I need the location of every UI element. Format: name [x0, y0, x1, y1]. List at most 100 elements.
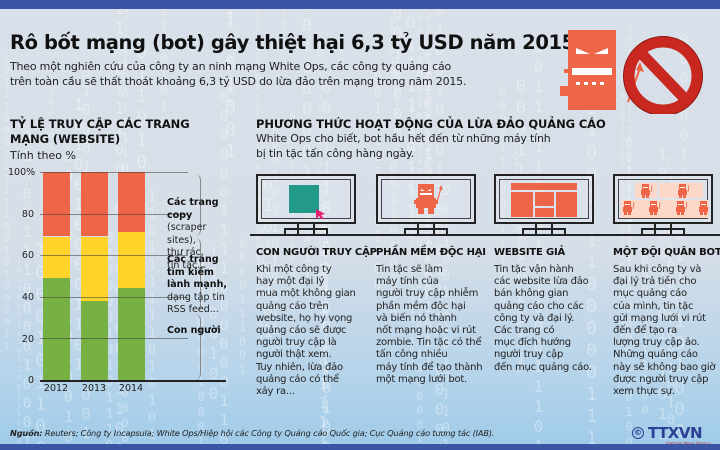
- cursor-on-ad-icon: [289, 185, 325, 219]
- legend-good-bots-title: lành mạnh,: [167, 279, 227, 290]
- xlabel-2012: 2012: [43, 383, 69, 394]
- monitor-screen: [261, 179, 351, 219]
- column-body-human-access: Khi một công ty hay một đại lý mua một khô…: [256, 264, 374, 398]
- bar-segment-bad-bots: [81, 172, 108, 237]
- brand-name: TTXVN: [648, 424, 703, 442]
- fake-website-layout-icon: [511, 183, 577, 217]
- legend-good-bots-title: Các trang: [167, 254, 219, 265]
- column-text-line: công ty và đại lý.: [494, 312, 575, 324]
- monitor-foot: [522, 228, 566, 234]
- bot-army-icon: [621, 183, 709, 218]
- bar-2014: [118, 172, 145, 380]
- ytick-20: 20: [21, 334, 34, 345]
- column-text-line: máy tính để tạo thành: [376, 361, 483, 373]
- legend-text: (scraper sites),: [167, 222, 207, 246]
- monitor-fake-website: [494, 174, 594, 224]
- monitor-human-access: [256, 174, 356, 224]
- column-text-line: Khi một công ty: [256, 264, 332, 275]
- column-text-line: người truy cập nhiễm: [376, 288, 479, 300]
- ttxvn-logo: © TTXVN Vietnam News Agency: [632, 424, 711, 446]
- source-note: Nguồn: Reuters; Công ty Incapsula; White…: [10, 428, 495, 438]
- brand-tagline: Vietnam News Agency: [666, 441, 711, 446]
- bar-segment-good-bots: [81, 236, 108, 301]
- binary-digit-column: 1011100011111100101000011: [1, 53, 12, 353]
- column-text-line: hay một đại lý: [256, 276, 325, 288]
- malware-bot-icon: [414, 184, 443, 214]
- monitor-screen: [618, 179, 708, 219]
- column-text-line: mục quảng cáo: [613, 288, 687, 300]
- legend-bad-bots-title: Các trang copy: [167, 197, 219, 221]
- legend-human-title: Con người: [167, 325, 221, 336]
- bar-2013: [81, 172, 108, 380]
- legend-text: thư rác,: [167, 247, 204, 258]
- column-text-line: Tuy nhiên, lừa đảo: [256, 361, 343, 373]
- column-text-line: của mình, tin tặc: [613, 300, 694, 312]
- gridline-20: [40, 338, 188, 340]
- brace-good-bots: [194, 238, 201, 312]
- xlabel-2013: 2013: [81, 383, 107, 394]
- column-heading-malware: PHẦN MỀM ĐỘC HẠI: [376, 247, 486, 258]
- gridline-40: [40, 296, 188, 298]
- column-text-line: người thật xem.: [256, 349, 332, 361]
- bar-segment-good-bots: [118, 232, 145, 289]
- brace-bad-bots: [194, 174, 201, 236]
- bot-prohibited-icon: [560, 30, 703, 114]
- stacked-bar-chart: [40, 172, 226, 382]
- legend-text: dạng tập tin: [167, 291, 225, 303]
- column-text-line: Sau khi công ty và: [613, 264, 702, 275]
- source-label: Nguồn:: [10, 428, 43, 438]
- bottom-brand-bar: [0, 444, 720, 450]
- x-axis-line: [40, 380, 226, 382]
- column-text-line: quảng cáo cho các: [494, 300, 584, 312]
- gridline-100: [40, 172, 188, 173]
- chart-title: TỶ LỆ TRUY CẬP CÁC TRANG MẠNG (WEBSITE): [10, 117, 190, 146]
- gridline-60: [40, 255, 188, 257]
- legend-bad-bots: Các trang copy (scraper sites), thư rác,…: [167, 197, 237, 272]
- column-body-fake-website: Tin tặc vận hành các website lừa đảo bán k…: [494, 264, 612, 374]
- column-text-line: quảng cáo trên: [256, 300, 329, 312]
- binary-digit-column: 10110101110110011101000: [15, 257, 23, 444]
- column-text-line: quảng cáo có thể: [256, 373, 339, 385]
- monitor-screen: [381, 179, 471, 219]
- bar-segment-bad-bots: [43, 172, 70, 237]
- column-text-line: Tin tặc vận hành: [494, 264, 574, 275]
- column-text-line: nốt mạng hoặc vi rút: [376, 325, 476, 337]
- column-text-line: lượng truy cập ảo.: [613, 337, 700, 349]
- chart-subtitle: Tính theo %: [10, 149, 76, 162]
- lead-paragraph: Theo một nghiên cứu của công ty an ninh …: [10, 59, 480, 89]
- column-text-line: một mạng lưới bot.: [376, 373, 467, 385]
- column-text-line: đến để tạo ra: [613, 325, 678, 337]
- binary-digit-column: 101101110010100011101: [529, 37, 548, 444]
- legend-text: RSS feed...: [167, 304, 219, 315]
- bar-2012: [43, 172, 70, 380]
- column-text-line: Tin tặc sẽ làm: [376, 264, 443, 275]
- column-body-bot-army: Sau khi công ty và đại lý trả tiền cho mục…: [613, 264, 720, 398]
- column-text-line: xảy ra...: [256, 386, 295, 398]
- monitor-shelf-line: [250, 234, 720, 236]
- column-text-line: người truy cập là: [256, 337, 337, 349]
- column-text-line: zombie. Tin tặc có thể: [376, 337, 482, 349]
- monitor-foot: [641, 228, 685, 234]
- legend-human: Con người: [167, 325, 237, 338]
- ytick-40: 40: [21, 292, 34, 303]
- lead-line-2: trên toàn cầu sẽ thất thoát khoảng 6,3 t…: [10, 75, 467, 88]
- ytick-100: 100%: [8, 167, 36, 178]
- column-text-line: Những quảng cáo: [613, 349, 698, 361]
- legend-good-bots: Các trang tìm kiếm lành mạnh, dạng tập t…: [167, 254, 237, 317]
- angry-bot-icon: [560, 30, 644, 110]
- column-text-line: này sẽ không bao giờ: [613, 361, 716, 373]
- mechanism-subtitle-line: bị tin tặc tấn công hàng ngày.: [256, 147, 415, 160]
- column-text-line: và biến nó thành: [376, 312, 457, 324]
- column-text-line: xem thực sự.: [613, 386, 675, 398]
- column-body-malware: Tin tặc sẽ làm máy tính của người truy cập…: [376, 264, 494, 386]
- mechanism-subtitle: White Ops cho biết, bot hầu hết đến từ n…: [256, 131, 576, 161]
- lead-line-1: Theo một nghiên cứu của công ty an ninh …: [10, 60, 452, 73]
- column-text-line: mua một không gian: [256, 288, 356, 300]
- top-brand-bar: [0, 0, 720, 9]
- xlabel-2014: 2014: [118, 383, 144, 394]
- ytick-80: 80: [21, 209, 34, 220]
- legend-good-bots-title: tìm kiếm: [167, 266, 214, 278]
- legend-text: tin tặc...: [167, 259, 207, 271]
- prohibition-sign-icon: [623, 36, 703, 114]
- mechanism-subtitle-line: White Ops cho biết, bot hầu hết đến từ n…: [256, 132, 551, 145]
